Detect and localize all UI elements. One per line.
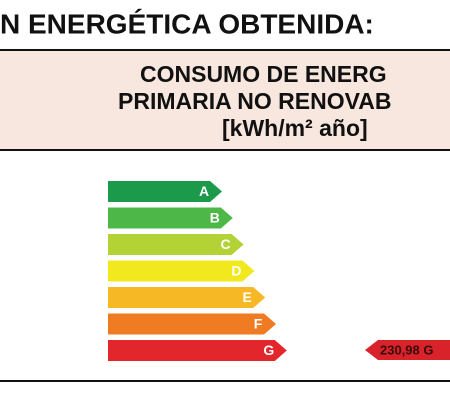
header-box: [0, 50, 450, 150]
header-line: CONSUMO DE ENERG: [140, 61, 387, 87]
energy-class-bar: [108, 313, 276, 335]
energy-class-letter: B: [210, 210, 220, 226]
energy-class-letter: D: [231, 263, 241, 279]
energy-class-letter: C: [221, 236, 231, 252]
energy-class-bar: [108, 181, 222, 202]
energy-class-letter: F: [254, 316, 263, 332]
energy-class-bar: [108, 207, 233, 229]
energy-class-letter: A: [199, 183, 209, 199]
header-line: PRIMARIA NO RENOVAB: [118, 88, 391, 114]
energy-class-bar: [108, 287, 266, 308]
energy-class-letter: G: [263, 342, 274, 358]
energy-class-letter: E: [243, 289, 252, 305]
rating-arrow: [365, 340, 450, 360]
header-line: [kWh/m² año]: [222, 115, 368, 141]
title: N ENERGÉTICA OBTENIDA:: [0, 8, 374, 39]
energy-class-bar: [108, 234, 244, 255]
energy-class-bar: [108, 260, 255, 282]
rating-label: 230,98 G: [380, 342, 434, 357]
energy-class-bar: [108, 340, 287, 361]
